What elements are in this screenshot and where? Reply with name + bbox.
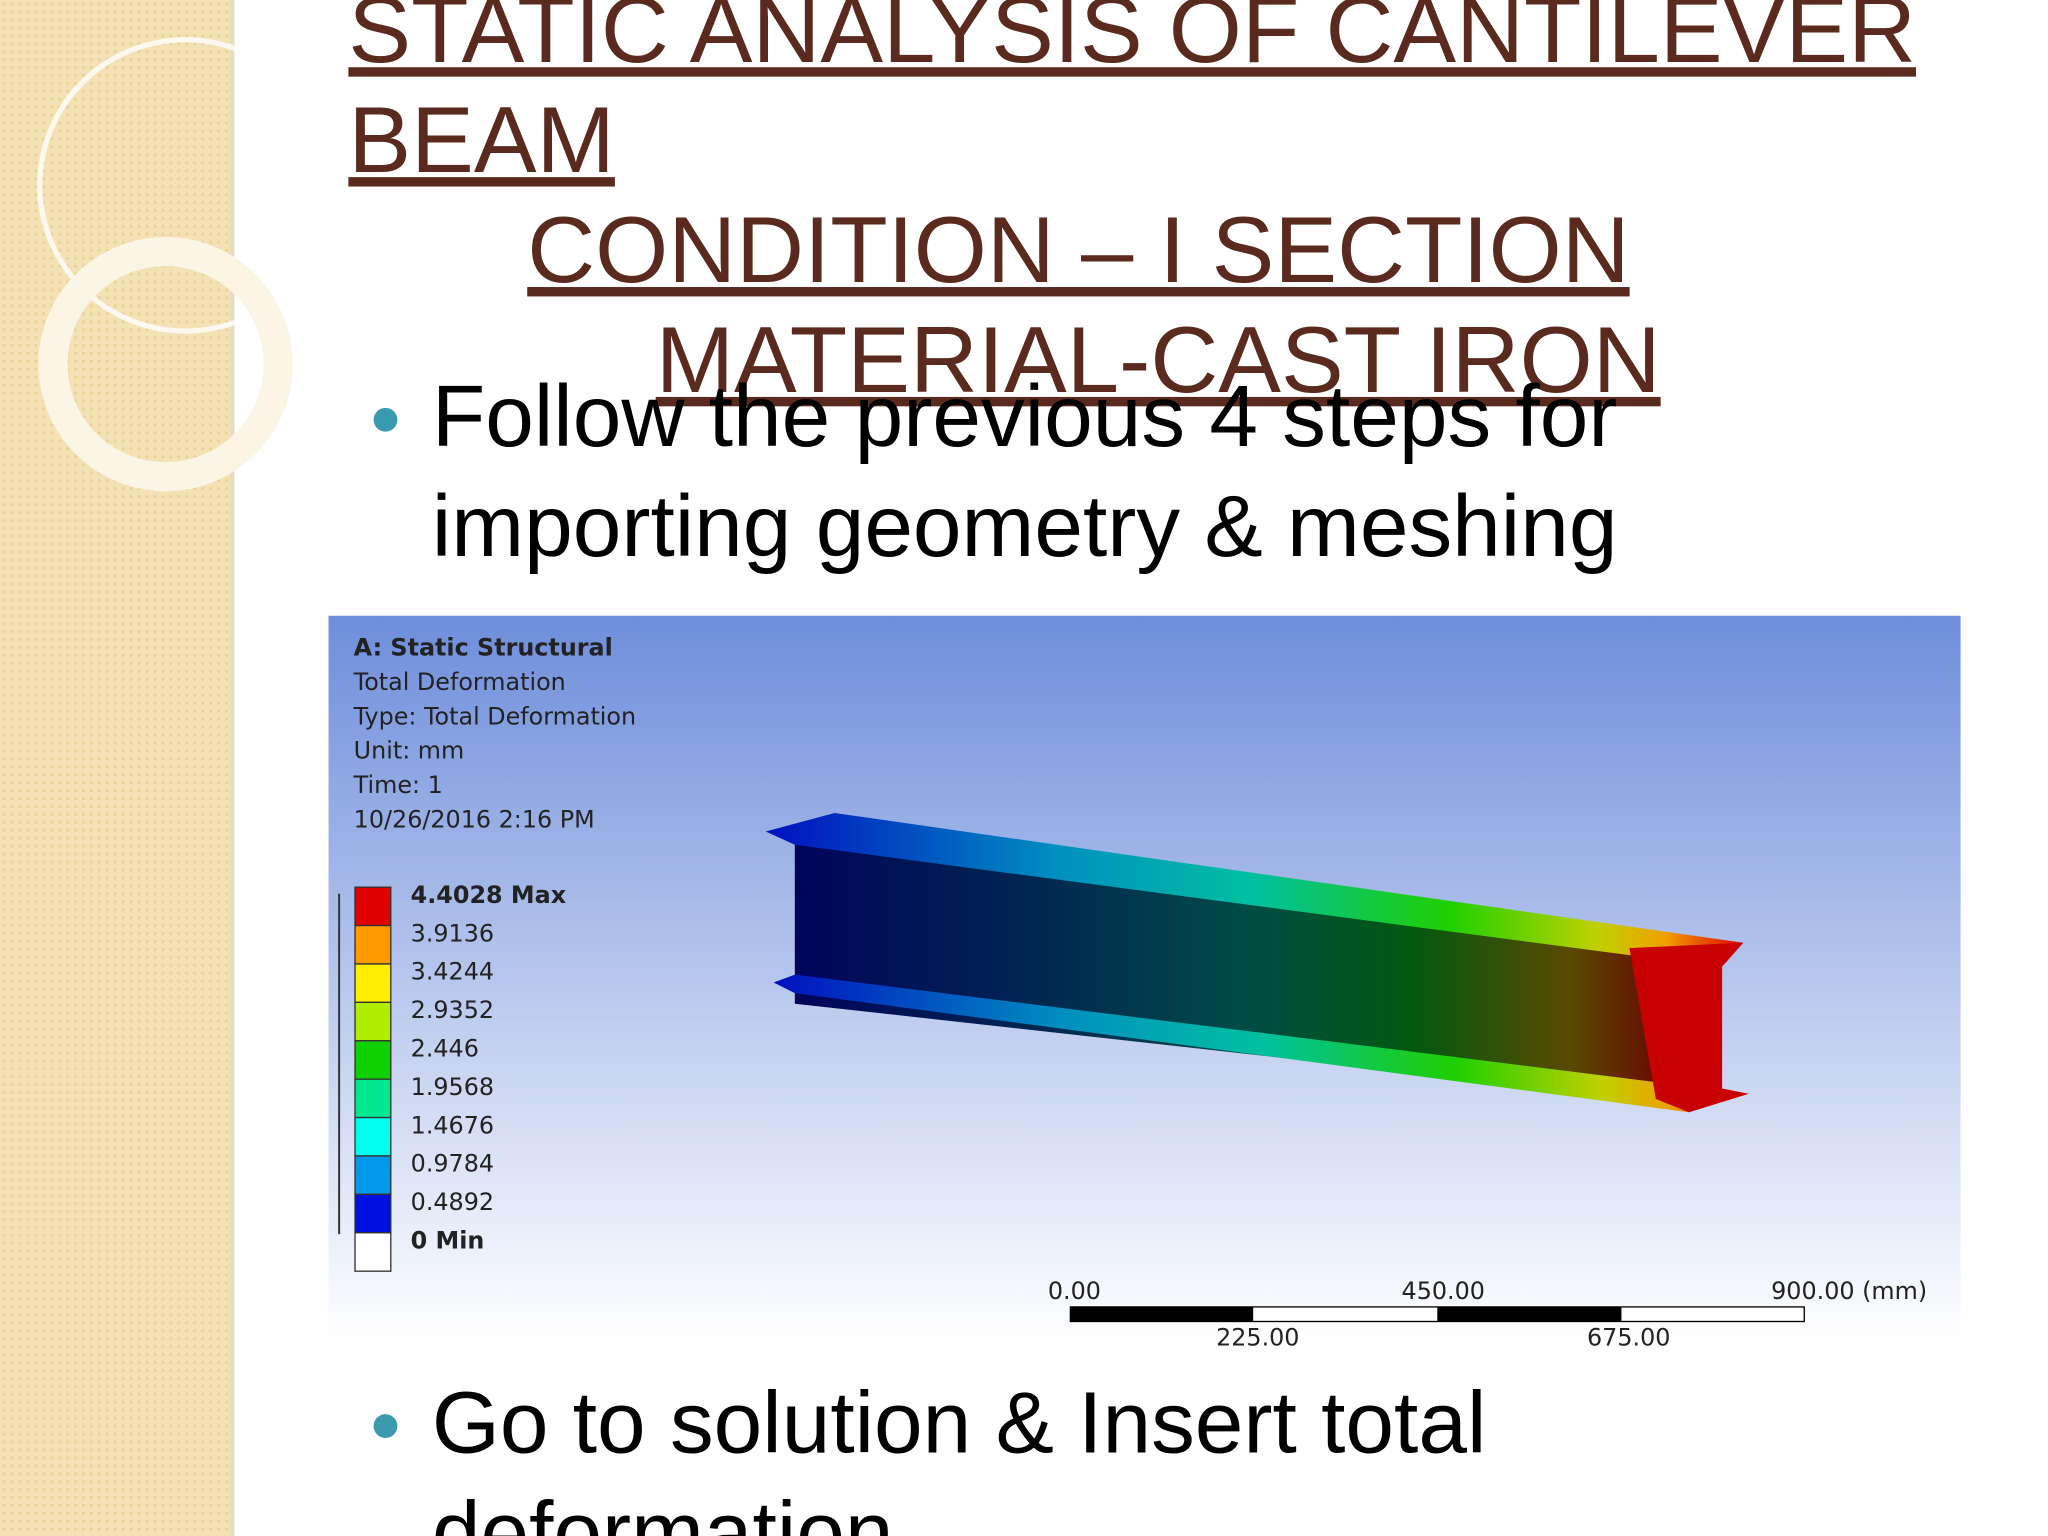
figure-header: Type: Total Deformation [353, 702, 636, 730]
beam-flange [765, 813, 1744, 962]
bullet-dot [373, 1414, 398, 1439]
scale-label: 675.00 [1587, 1323, 1670, 1351]
legend-swatch [354, 963, 392, 1004]
title-line: MATERIAL-CAST IRON [656, 307, 1661, 412]
legend-label: 3.4244 [411, 958, 494, 986]
scale-label: 900.00 (mm) [1771, 1277, 1927, 1305]
title: STATIC ANALYSIS OF CANTILEVERBEAMCONDITI… [348, 0, 1916, 412]
legend-swatch [354, 1001, 392, 1042]
title-line: STATIC ANALYSIS OF CANTILEVER [348, 0, 1916, 82]
legend-swatch [354, 924, 392, 965]
scale-bar-segment [1437, 1306, 1622, 1322]
legend-label: 0 Min [411, 1227, 485, 1255]
title-line: BEAM [348, 87, 615, 192]
legend-swatch [354, 1193, 392, 1234]
legend-label: 1.9568 [411, 1073, 494, 1101]
legend-swatch [354, 1116, 392, 1157]
ornament [38, 237, 293, 492]
side-panel [0, 0, 230, 1536]
figure: 4.4028 Max 3.9136 3.4244 2.9352 2.446 1.9568 1… [328, 615, 1961, 1351]
figure-header: Time: 1 [353, 771, 443, 799]
bullet-dot [373, 407, 398, 432]
title-line: CONDITION – I SECTION [527, 197, 1629, 302]
legend-label: 4.4028 Max [411, 881, 567, 909]
legend-swatch [354, 1232, 392, 1272]
figure-header: Total Deformation [353, 668, 566, 696]
scale-bar-segment [1070, 1306, 1254, 1322]
legend-swatch [354, 1040, 392, 1080]
side-edge [229, 0, 235, 1536]
legend-label: 2.9352 [411, 996, 494, 1024]
figure-header: Unit: mm [354, 737, 465, 765]
legend-swatch [354, 886, 392, 927]
legend-swatch [354, 1155, 392, 1196]
figure-header: 10/26/2016 2:16 PM [354, 806, 595, 834]
beam-web [794, 836, 1676, 1102]
legend-label: 0.9784 [411, 1150, 494, 1178]
legend-swatch [354, 1078, 392, 1119]
legend-label: 2.446 [411, 1035, 479, 1063]
bullet-text: Follow the previous 4 steps for [432, 367, 1618, 465]
legend-label: 1.4676 [411, 1111, 494, 1139]
ornament [37, 37, 334, 334]
beam-flange [773, 974, 1749, 1113]
bullets: Follow the previous 4 steps for importing… [373, 367, 1618, 1536]
scale-label: 0.00 [1048, 1277, 1101, 1305]
figure-text: A: Static Structural Total Deformation Typ… [353, 633, 1927, 1351]
bullet-text: deformation [432, 1483, 894, 1536]
bullet-text: Go to solution & Insert total [432, 1374, 1487, 1472]
legend: 4.4028 Max 3.9136 3.4244 2.9352 2.446 1.9568 1… [354, 881, 567, 1272]
beam-end [1629, 942, 1749, 1113]
figure-header: A: Static Structural [354, 633, 613, 661]
bullet-text: importing geometry & meshing [432, 477, 1618, 575]
legend-label: 0.4892 [411, 1188, 494, 1216]
legend-label: 3.9136 [411, 919, 494, 947]
scale-label: 225.00 [1216, 1323, 1299, 1351]
scale-label: 450.00 [1402, 1277, 1485, 1305]
